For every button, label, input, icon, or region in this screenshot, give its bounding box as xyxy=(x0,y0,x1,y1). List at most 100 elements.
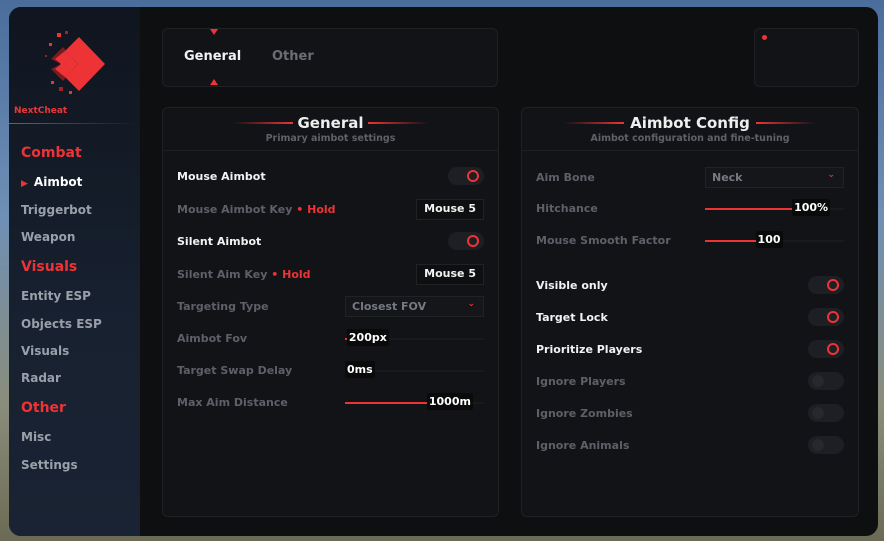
divider xyxy=(233,122,293,124)
divider xyxy=(522,150,858,151)
panel-title: General xyxy=(297,114,364,132)
panel-title: Aimbot Config xyxy=(630,114,750,132)
select-value: Closest FOV xyxy=(352,300,427,313)
mouse-aimbot-key-row: Mouse Aimbot Key • Hold Mouse 5 xyxy=(177,199,484,220)
max-aim-distance-row: Max Aim Distance 1000m xyxy=(177,393,484,413)
section-combat: Combat xyxy=(21,145,82,161)
sidebar-item-radar[interactable]: Radar xyxy=(21,371,61,385)
aimbot-config-panel: Aimbot Config Aimbot configuration and f… xyxy=(521,107,859,517)
hitchance-row: Hitchance 100% xyxy=(536,199,844,219)
key-mode[interactable]: Hold xyxy=(282,268,311,281)
label: Ignore Zombies xyxy=(536,407,633,420)
divider xyxy=(368,122,428,124)
tab-other[interactable]: Other xyxy=(272,49,314,64)
sidebar-item-entity-esp[interactable]: Entity ESP xyxy=(21,289,91,303)
label: Targeting Type xyxy=(177,300,269,313)
brand-name: NextCheat xyxy=(14,106,68,116)
sidebar-item-objects-esp[interactable]: Objects ESP xyxy=(21,317,102,331)
sidebar-item-visuals[interactable]: Visuals xyxy=(21,344,70,358)
label: Ignore Players xyxy=(536,375,626,388)
label: Visible only xyxy=(536,279,608,292)
select-value: Neck xyxy=(712,171,743,184)
hitchance-slider[interactable]: 100% xyxy=(705,199,844,216)
panel-subtitle: Primary aimbot settings xyxy=(265,133,396,144)
slider-value: 100% xyxy=(792,199,831,216)
panel-subtitle: Aimbot configuration and fine-tuning xyxy=(590,133,790,144)
label: Silent Aimbot xyxy=(177,235,262,248)
targeting-type-select[interactable]: Closest FOV ⌄ xyxy=(345,296,484,317)
section-visuals: Visuals xyxy=(21,259,78,275)
tab-bar: General Other xyxy=(162,28,498,87)
mouse-aimbot-key-button[interactable]: Mouse 5 xyxy=(416,199,484,220)
toggle-row: Ignore Zombies xyxy=(536,404,844,424)
silent-aim-key-button[interactable]: Mouse 5 xyxy=(416,264,484,285)
silent-aim-key-row: Silent Aim Key • Hold Mouse 5 xyxy=(177,264,484,285)
section-other: Other xyxy=(21,400,66,416)
aimbot-fov-row: Aimbot Fov 200px xyxy=(177,329,484,349)
sidebar-item-misc[interactable]: Misc xyxy=(21,430,52,444)
nextcheat-logo-icon xyxy=(45,31,105,94)
slider-value: 100 xyxy=(755,231,783,248)
slider-value: 200px xyxy=(346,329,389,346)
divider xyxy=(756,122,816,124)
label: Hitchance xyxy=(536,202,598,215)
label: Max Aim Distance xyxy=(177,396,288,409)
aim-bone-row: Aim Bone Neck ⌄ xyxy=(536,167,844,188)
divider xyxy=(163,150,498,151)
chevron-down-icon: ⌄ xyxy=(827,170,835,180)
key-mode[interactable]: Hold xyxy=(307,203,336,216)
targeting-type-row: Targeting Type Closest FOV ⌄ xyxy=(177,296,484,317)
aimbot-fov-slider[interactable]: 200px xyxy=(345,329,484,346)
sidebar-item-settings[interactable]: Settings xyxy=(21,458,78,472)
sidebar-item-label: Aimbot xyxy=(33,175,83,189)
label: Prioritize Players xyxy=(536,343,643,356)
label: Aimbot Fov xyxy=(177,332,248,345)
label: Mouse Aimbot xyxy=(177,170,266,183)
label: Aim Bone xyxy=(536,171,595,184)
status-dot-icon xyxy=(762,35,767,40)
label: Ignore Animals xyxy=(536,439,630,452)
max-aim-distance-slider[interactable]: 1000m xyxy=(345,393,484,410)
ignore-animals-toggle[interactable] xyxy=(808,436,844,454)
target-lock-toggle[interactable] xyxy=(808,308,844,326)
tab-indicator-icon xyxy=(210,79,218,85)
prioritize-players-toggle[interactable] xyxy=(808,340,844,358)
label: Silent Aim Key xyxy=(177,268,268,281)
mouse-aimbot-toggle[interactable] xyxy=(448,167,484,185)
mouse-smooth-factor-slider[interactable]: 100 xyxy=(705,231,844,248)
ignore-players-toggle[interactable] xyxy=(808,372,844,390)
sidebar-item-triggerbot[interactable]: Triggerbot xyxy=(21,203,92,217)
toggle-row: Ignore Players xyxy=(536,372,844,392)
toggle-row: Visible only xyxy=(536,276,844,296)
silent-aimbot-row: Silent Aimbot xyxy=(177,232,484,252)
divider xyxy=(9,123,137,124)
mouse-aimbot-row: Mouse Aimbot xyxy=(177,167,484,187)
toggle-row: Ignore Animals xyxy=(536,436,844,456)
mouse-smooth-factor-row: Mouse Smooth Factor 100 xyxy=(536,231,844,251)
status-card xyxy=(754,28,859,87)
general-panel: General Primary aimbot settings Mouse Ai… xyxy=(162,107,499,517)
divider xyxy=(564,122,624,124)
caret-right-icon: ▶ xyxy=(21,179,28,189)
target-swap-delay-row: Target Swap Delay 0ms xyxy=(177,361,484,381)
silent-aimbot-toggle[interactable] xyxy=(448,232,484,250)
sidebar-item-aimbot[interactable]: ▶ Aimbot xyxy=(21,175,82,189)
cheat-menu-window: NextCheat Combat ▶ Aimbot Triggerbot Weap… xyxy=(9,7,878,536)
ignore-zombies-toggle[interactable] xyxy=(808,404,844,422)
label: Target Swap Delay xyxy=(177,364,293,377)
slider-value: 0ms xyxy=(345,361,375,378)
tab-general[interactable]: General xyxy=(184,49,242,64)
visible-only-toggle[interactable] xyxy=(808,276,844,294)
chevron-down-icon: ⌄ xyxy=(467,299,475,309)
sidebar-item-weapon[interactable]: Weapon xyxy=(21,230,76,244)
target-swap-delay-slider[interactable]: 0ms xyxy=(345,361,484,378)
label: Target Lock xyxy=(536,311,608,324)
aim-bone-select[interactable]: Neck ⌄ xyxy=(705,167,844,188)
sidebar: NextCheat Combat ▶ Aimbot Triggerbot Weap… xyxy=(9,7,140,536)
slider-value: 1000m xyxy=(426,393,473,410)
label: Mouse Smooth Factor xyxy=(536,234,671,247)
tab-indicator-icon xyxy=(210,29,218,35)
toggle-row: Target Lock xyxy=(536,308,844,328)
label: Mouse Aimbot Key xyxy=(177,203,293,216)
toggle-row: Prioritize Players xyxy=(536,340,844,360)
